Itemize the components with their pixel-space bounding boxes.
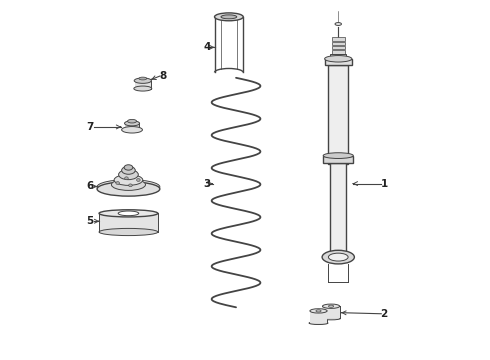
- Ellipse shape: [114, 175, 143, 185]
- Bar: [328, 65, 348, 164]
- Ellipse shape: [328, 305, 334, 307]
- Bar: [330, 54, 346, 60]
- Ellipse shape: [122, 166, 135, 174]
- Ellipse shape: [111, 179, 146, 190]
- Bar: [332, 46, 344, 49]
- Ellipse shape: [221, 15, 237, 19]
- Ellipse shape: [124, 165, 133, 170]
- Ellipse shape: [324, 55, 352, 62]
- Text: 5: 5: [86, 216, 94, 226]
- Text: 4: 4: [204, 42, 211, 52]
- Ellipse shape: [124, 121, 140, 126]
- Bar: [332, 54, 344, 58]
- Ellipse shape: [310, 309, 327, 313]
- Ellipse shape: [129, 184, 132, 187]
- Ellipse shape: [321, 317, 341, 320]
- Ellipse shape: [323, 153, 353, 158]
- Ellipse shape: [316, 310, 321, 312]
- Text: 2: 2: [381, 309, 388, 319]
- Text: 7: 7: [86, 122, 94, 132]
- Bar: [330, 163, 346, 257]
- Bar: [323, 156, 353, 163]
- Ellipse shape: [99, 210, 158, 217]
- Ellipse shape: [97, 180, 160, 194]
- Text: 1: 1: [381, 179, 388, 189]
- Bar: [332, 41, 344, 45]
- Ellipse shape: [215, 13, 243, 21]
- Bar: [135, 81, 151, 89]
- Ellipse shape: [139, 77, 147, 80]
- Ellipse shape: [134, 86, 152, 91]
- Ellipse shape: [118, 211, 139, 216]
- Bar: [310, 311, 327, 323]
- Ellipse shape: [99, 228, 158, 235]
- Ellipse shape: [335, 23, 342, 26]
- Text: 6: 6: [86, 181, 94, 192]
- Ellipse shape: [122, 127, 143, 133]
- Ellipse shape: [328, 253, 348, 261]
- Ellipse shape: [137, 179, 140, 181]
- Ellipse shape: [116, 181, 120, 184]
- Ellipse shape: [134, 78, 151, 84]
- Ellipse shape: [97, 182, 160, 196]
- Bar: [99, 213, 158, 232]
- Bar: [332, 37, 344, 41]
- Bar: [125, 123, 139, 130]
- Bar: [322, 306, 340, 319]
- Ellipse shape: [322, 304, 340, 309]
- Ellipse shape: [309, 321, 328, 324]
- Ellipse shape: [119, 170, 138, 180]
- Text: 8: 8: [160, 71, 167, 81]
- Bar: [332, 50, 344, 54]
- Ellipse shape: [127, 120, 137, 123]
- Text: 3: 3: [204, 179, 211, 189]
- Ellipse shape: [322, 250, 354, 264]
- Ellipse shape: [124, 177, 128, 180]
- Bar: [324, 59, 352, 65]
